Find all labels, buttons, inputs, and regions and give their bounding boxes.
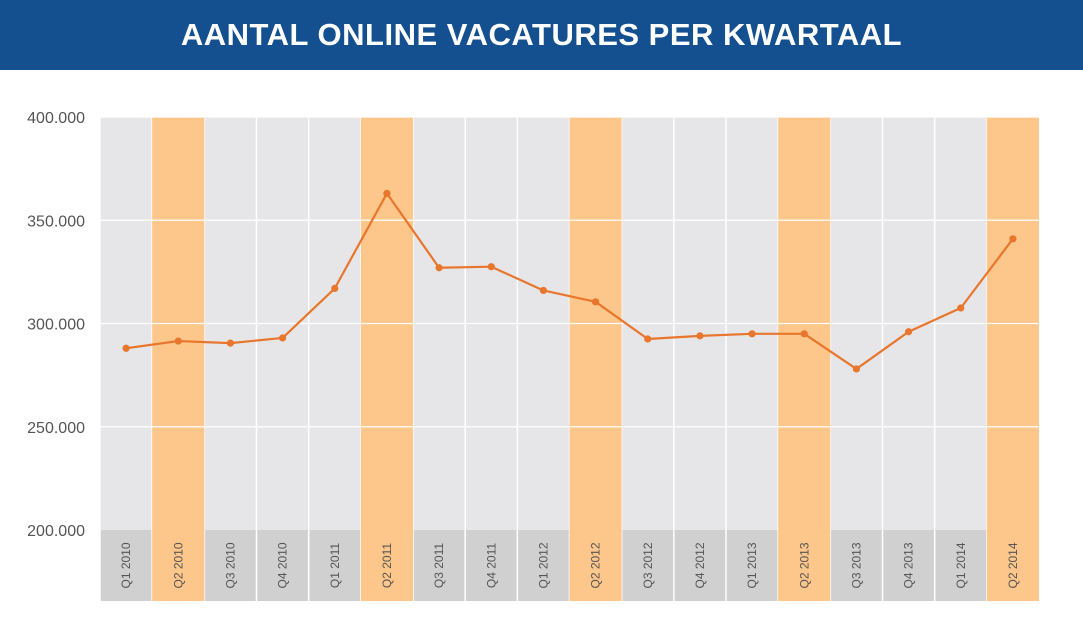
category-label-cell [152, 530, 205, 601]
data-point [957, 304, 965, 312]
category-label-cell [883, 530, 934, 601]
y-tick-label: 300.000 [27, 317, 85, 334]
data-point [904, 328, 913, 336]
category-label-cell [413, 530, 465, 601]
x-tick-label: Q2 2014 [1006, 542, 1020, 588]
y-tick-label: 400.000 [27, 110, 85, 127]
data-point [278, 334, 287, 342]
category-label-cell [518, 530, 569, 601]
y-tick-label: 250.000 [27, 420, 85, 437]
category-label-cell [831, 530, 882, 601]
x-tick-label: Q1 2010 [119, 542, 133, 588]
category-label-cell [360, 530, 413, 601]
category-label-cell [569, 530, 622, 601]
data-point [748, 330, 756, 338]
category-label-cell [100, 530, 152, 601]
x-tick-label: Q3 2012 [641, 542, 655, 588]
data-point [331, 284, 339, 292]
category-label-cell [986, 530, 1039, 601]
data-point [539, 286, 548, 295]
x-tick-label: Q1 2012 [536, 542, 550, 588]
data-point [226, 339, 235, 347]
data-point [487, 263, 495, 271]
category-label-cell [622, 530, 674, 601]
series-line [125, 192, 1014, 371]
data-point [435, 264, 443, 272]
data-point [174, 337, 182, 345]
y-tick-label: 200.000 [27, 523, 85, 540]
x-tick-label: Q1 2014 [954, 542, 968, 588]
x-tick-label: Q4 2013 [902, 542, 916, 588]
category-label-cell [935, 530, 987, 601]
x-tick-label: Q3 2011 [432, 543, 446, 588]
category-label-cell [465, 530, 517, 601]
data-point [383, 189, 391, 198]
data-point [852, 365, 861, 373]
category-label-cell [778, 530, 831, 601]
x-tick-label: Q2 2011 [380, 543, 394, 588]
x-tick-label: Q3 2010 [223, 542, 237, 588]
chart-title: AANTAL ONLINE VACATURES PER KWARTAAL [180, 17, 903, 52]
x-tick-label: Q1 2011 [328, 543, 342, 588]
data-point [696, 332, 704, 340]
data-point [122, 344, 130, 352]
data-point [644, 335, 652, 343]
chart-title-banner: AANTAL ONLINE VACATURES PER KWARTAAL [0, 0, 1083, 70]
x-tick-label: Q2 2013 [797, 542, 811, 588]
category-label-cell [257, 530, 308, 601]
x-tick-label: Q4 2012 [693, 542, 707, 588]
y-tick-label: 350.000 [27, 213, 85, 230]
data-point [800, 330, 808, 338]
x-tick-label: Q2 2010 [171, 542, 185, 588]
x-tick-label: Q4 2011 [484, 543, 498, 588]
category-label-cell [205, 530, 256, 601]
x-tick-label: Q2 2012 [589, 542, 603, 588]
data-point [1009, 235, 1017, 243]
category-label-cell [726, 530, 778, 601]
category-label-cell [674, 530, 726, 601]
data-point [591, 298, 600, 306]
x-tick-label: Q3 2013 [849, 542, 863, 588]
x-tick-label: Q1 2013 [745, 542, 759, 588]
category-label-cell [309, 530, 361, 601]
x-tick-label: Q4 2010 [276, 542, 290, 588]
